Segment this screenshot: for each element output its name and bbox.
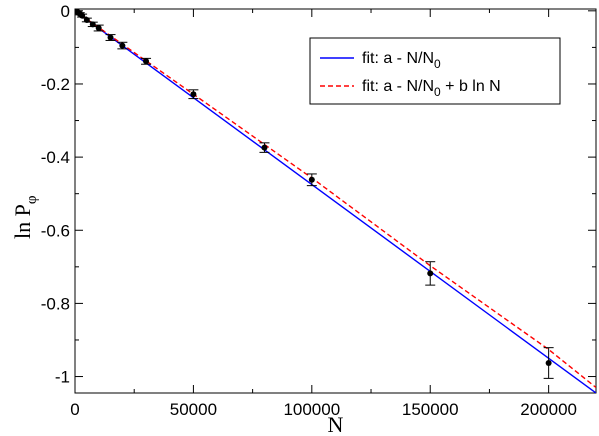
data-point — [89, 21, 96, 28]
x-tick-label: 50000 — [170, 400, 217, 419]
data-point — [190, 91, 197, 98]
y-axis-label-main: ln P — [10, 204, 35, 239]
y-tick-label: -0.8 — [41, 294, 70, 313]
x-tick-label: 200000 — [520, 400, 577, 419]
data-point — [83, 16, 90, 23]
fit-line-with-log — [75, 10, 596, 389]
x-axis-label: N — [328, 412, 344, 436]
legend-entry-label: fit: a - N/N0 + b ln N — [362, 78, 501, 99]
plot-frame — [74, 8, 597, 394]
legend-box — [309, 37, 561, 105]
data-point — [119, 42, 126, 49]
legend-entry-main: fit: a - N/N — [362, 50, 434, 67]
y-tick-label: -0.4 — [41, 148, 70, 167]
legend-entry-tail: + b ln N — [441, 78, 501, 95]
legend-entry-label: fit: a - N/N0 — [362, 50, 441, 71]
data-point — [107, 34, 114, 41]
y-tick-label: 0 — [61, 2, 70, 21]
x-tick-label: 150000 — [402, 400, 459, 419]
y-tick-label: -0.2 — [41, 75, 70, 94]
data-point — [95, 25, 102, 32]
legend-entry-subscript: 0 — [434, 57, 441, 71]
legend-entry-subscript: 0 — [434, 85, 441, 99]
plot-area — [75, 9, 596, 393]
data-point — [143, 58, 150, 65]
x-tick-label: 0 — [70, 400, 79, 419]
data-point — [427, 270, 434, 277]
fit-line-linear — [75, 10, 596, 393]
data-point — [261, 144, 268, 151]
data-point — [545, 360, 552, 367]
y-tick-label: -1 — [55, 368, 70, 387]
data-point — [79, 12, 86, 19]
x-tick-label: 100000 — [283, 400, 340, 419]
legend-entry-main: fit: a - N/N — [362, 78, 434, 95]
y-tick-label: -0.6 — [41, 221, 70, 240]
y-axis-label: ln Pφ — [10, 195, 40, 239]
y-axis-label-subscript: φ — [24, 195, 40, 204]
data-point — [308, 176, 315, 183]
